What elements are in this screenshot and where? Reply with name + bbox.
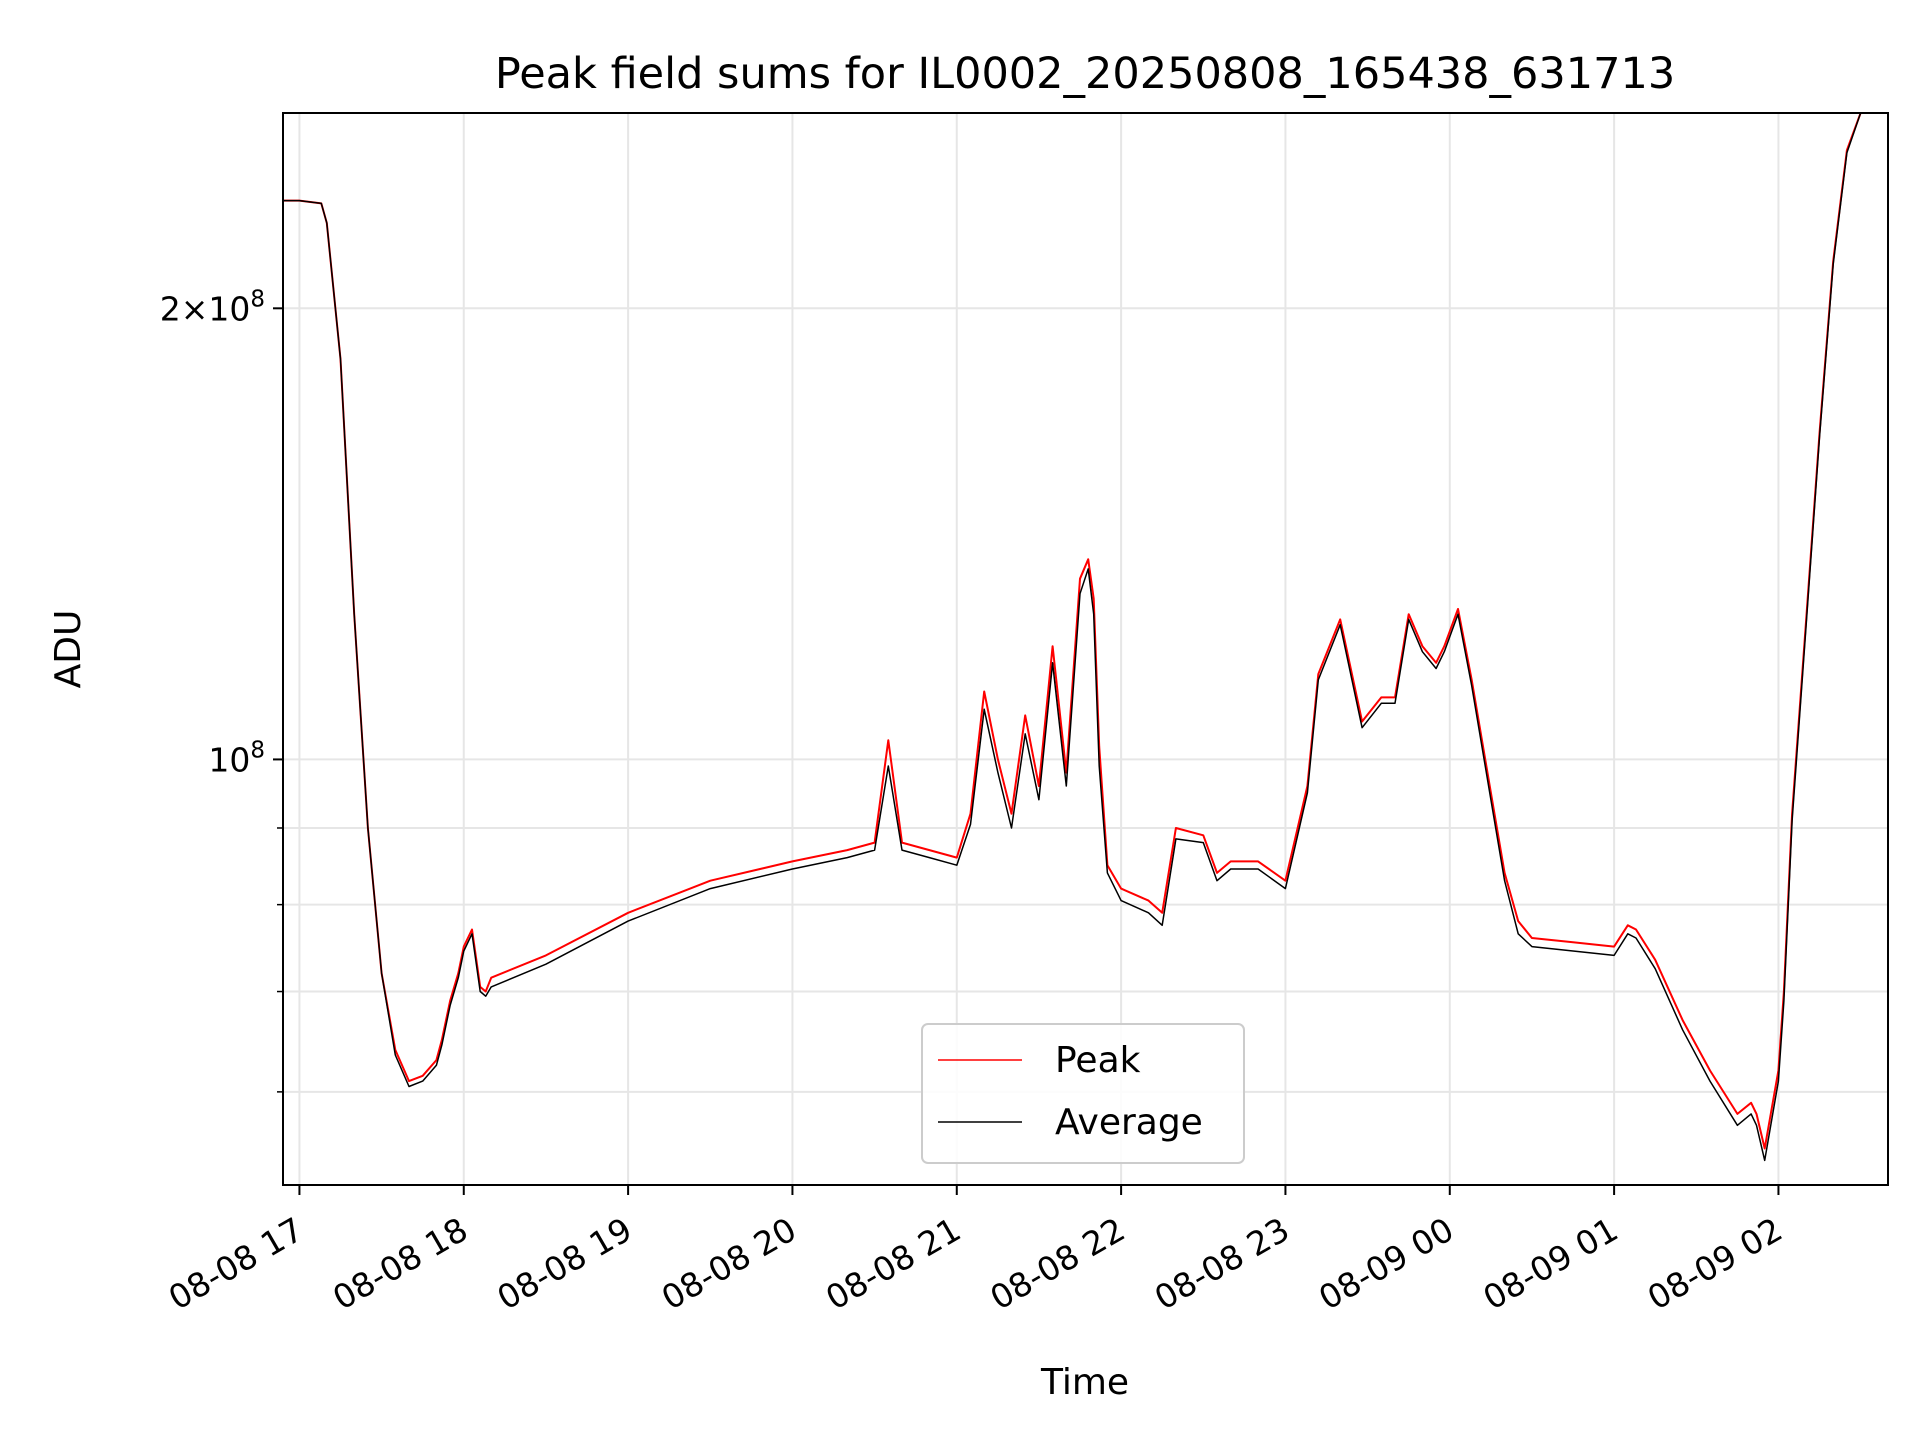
legend: Peak Average [921,1023,1245,1164]
grid-lines [283,113,1888,1185]
y-axis-label: ADU [48,610,89,689]
y-tick-label: 2×108 [160,286,265,328]
legend-box [921,1023,1245,1164]
series-line-peak [283,112,1875,1150]
legend-peak-label: Peak [1055,1040,1141,1081]
series-lines [283,112,1875,1162]
legend-average-label: Average [1055,1102,1203,1143]
plot-frame [282,112,1889,1186]
series-line-average [283,112,1875,1162]
chart-title: Peak field sums for IL0002_20250808_1654… [495,49,1675,99]
x-axis-label: Time [1040,1362,1129,1403]
